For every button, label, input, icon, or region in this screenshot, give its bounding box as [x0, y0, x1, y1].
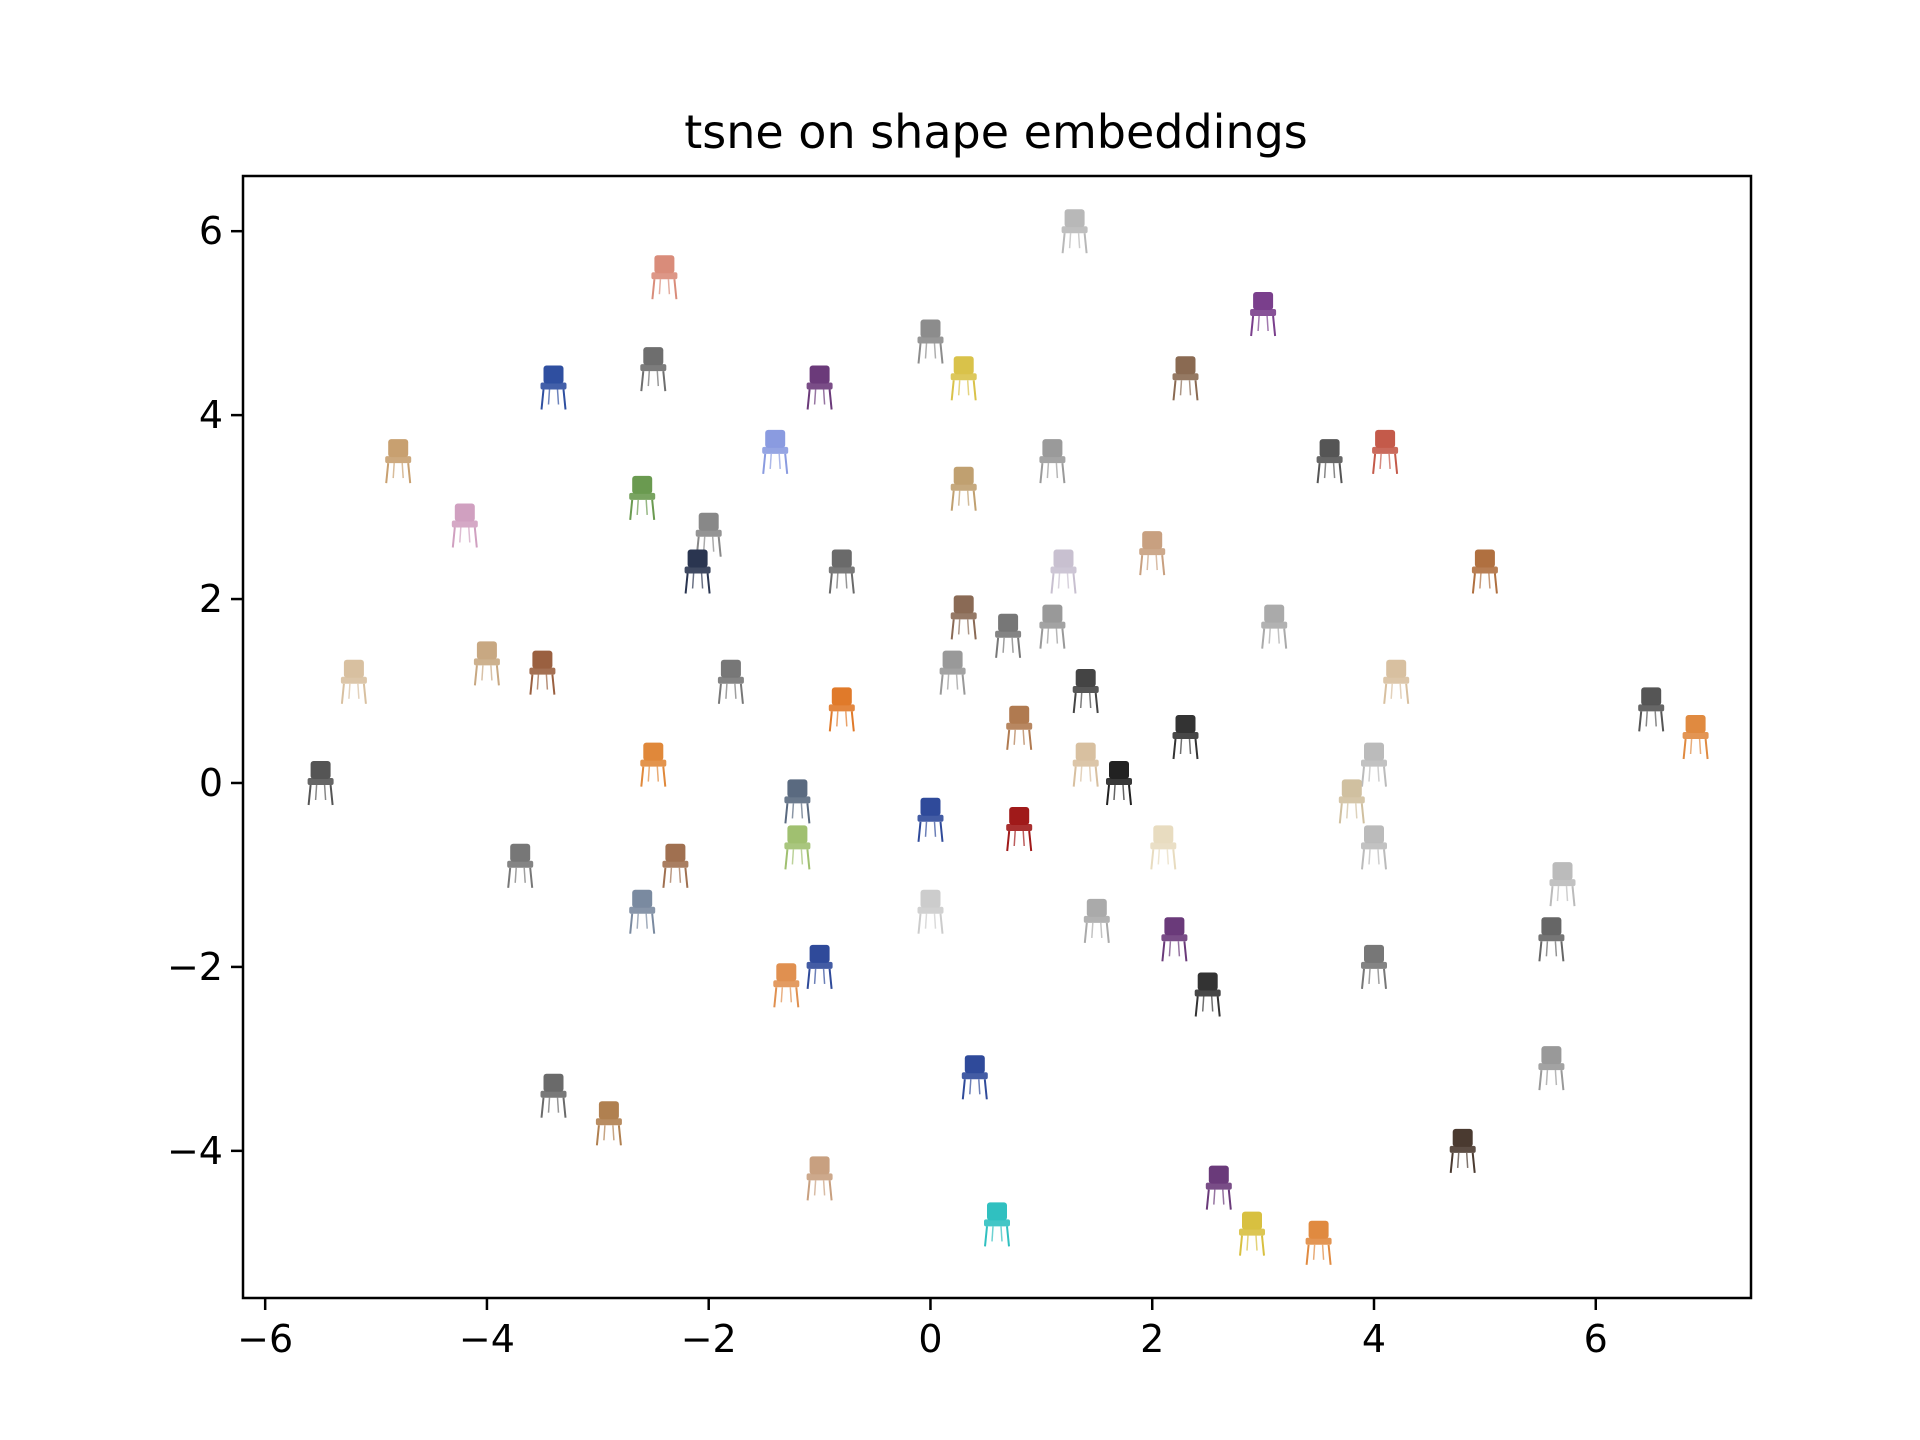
x-axis-ticks: −6 −4 −2 0 2 4 6 [237, 1298, 1608, 1361]
data-point-chair [1538, 917, 1565, 962]
data-point-chair [917, 797, 944, 842]
data-point-chair [961, 1055, 988, 1100]
data-point-chair [1072, 669, 1099, 714]
data-point-chair [1172, 356, 1199, 401]
y-tick-label: −4 [167, 1129, 223, 1173]
data-point-chair [1039, 439, 1066, 484]
data-point-chair [540, 1073, 567, 1118]
data-point-chair [640, 347, 667, 392]
data-point-chair [629, 475, 656, 520]
data-point-chair [1638, 687, 1665, 732]
data-point-chair [950, 595, 977, 640]
data-point-chair [451, 503, 478, 548]
y-tick-label: 4 [199, 393, 223, 437]
data-point-chair [950, 356, 977, 401]
data-point-chair [1072, 742, 1099, 787]
data-point-chair [1361, 825, 1387, 870]
data-point-chair [1305, 1220, 1332, 1265]
x-tick-label: −6 [237, 1317, 293, 1361]
data-point-chair [828, 549, 855, 594]
data-point-chair [1682, 715, 1709, 760]
data-point-chair [1139, 531, 1166, 576]
data-point-chair [1006, 705, 1033, 750]
data-point-chair [939, 650, 966, 695]
data-point-chair [640, 742, 667, 787]
data-point-chair [540, 365, 567, 410]
data-point-chair [529, 650, 556, 695]
x-tick-label: 0 [918, 1317, 942, 1361]
data-point-chair [1150, 825, 1177, 870]
data-point-chair [684, 549, 711, 594]
x-tick-label: 2 [1140, 1317, 1164, 1361]
y-tick-label: 6 [199, 209, 223, 253]
data-point-chair [917, 319, 944, 364]
data-point-chair [340, 659, 367, 704]
plot-area-frame [241, 174, 1753, 1300]
data-point-chair [717, 659, 744, 704]
data-point-chair [1106, 761, 1132, 806]
data-point-chair [806, 365, 833, 410]
data-point-chair [507, 843, 534, 888]
data-point-chair [784, 825, 811, 870]
y-axis-ticks: −4 −2 0 2 4 6 [167, 209, 243, 1173]
x-tick-label: −2 [681, 1317, 737, 1361]
data-point-chair [595, 1101, 622, 1146]
data-point-chair [1161, 917, 1188, 962]
data-point-chair [773, 963, 800, 1008]
data-point-chair [473, 641, 500, 686]
data-point-chair [1549, 862, 1576, 907]
data-point-chair [984, 1202, 1010, 1247]
data-point-chair [1061, 209, 1088, 254]
data-point-chair [1172, 715, 1199, 760]
y-tick-label: −2 [167, 945, 223, 989]
data-point-chair [806, 944, 833, 989]
x-tick-label: 4 [1362, 1317, 1386, 1361]
data-point-chair [1538, 1046, 1565, 1091]
data-points [307, 209, 1709, 1265]
y-tick-label: 0 [199, 761, 223, 805]
data-point-chair [1449, 1128, 1476, 1173]
data-point-chair [695, 512, 722, 557]
data-point-chair [1194, 972, 1221, 1017]
y-tick-label: 2 [199, 577, 223, 621]
data-point-chair [1338, 779, 1365, 824]
data-point-chair [1316, 439, 1343, 484]
data-point-chair [651, 255, 678, 300]
data-point-chair [762, 429, 789, 474]
data-point-chair [1205, 1165, 1232, 1210]
data-point-chair [1083, 898, 1110, 943]
data-point-chair [806, 1156, 833, 1201]
data-point-chair [784, 779, 811, 824]
data-point-chair [662, 843, 689, 888]
data-point-chair [1383, 659, 1410, 704]
data-point-chair [1361, 742, 1387, 787]
data-point-chair [385, 439, 412, 484]
x-tick-label: 6 [1584, 1317, 1608, 1361]
data-point-chair [828, 687, 855, 732]
data-point-chair [629, 889, 656, 934]
data-point-chair [1261, 604, 1288, 649]
data-point-chair [1471, 549, 1498, 594]
data-point-chair [1039, 604, 1066, 649]
data-point-chair [1239, 1211, 1265, 1256]
x-tick-label: −4 [459, 1317, 515, 1361]
data-point-chair [1050, 549, 1077, 594]
data-point-chair [1361, 944, 1387, 989]
chart-title: tsne on shape embeddings [684, 105, 1308, 159]
data-point-chair [1372, 429, 1399, 474]
data-point-chair [917, 889, 944, 934]
data-point-chair [950, 466, 977, 511]
data-point-chair [1006, 807, 1033, 852]
data-point-chair [307, 761, 334, 806]
data-point-chair [995, 613, 1022, 658]
data-point-chair [1250, 292, 1277, 337]
